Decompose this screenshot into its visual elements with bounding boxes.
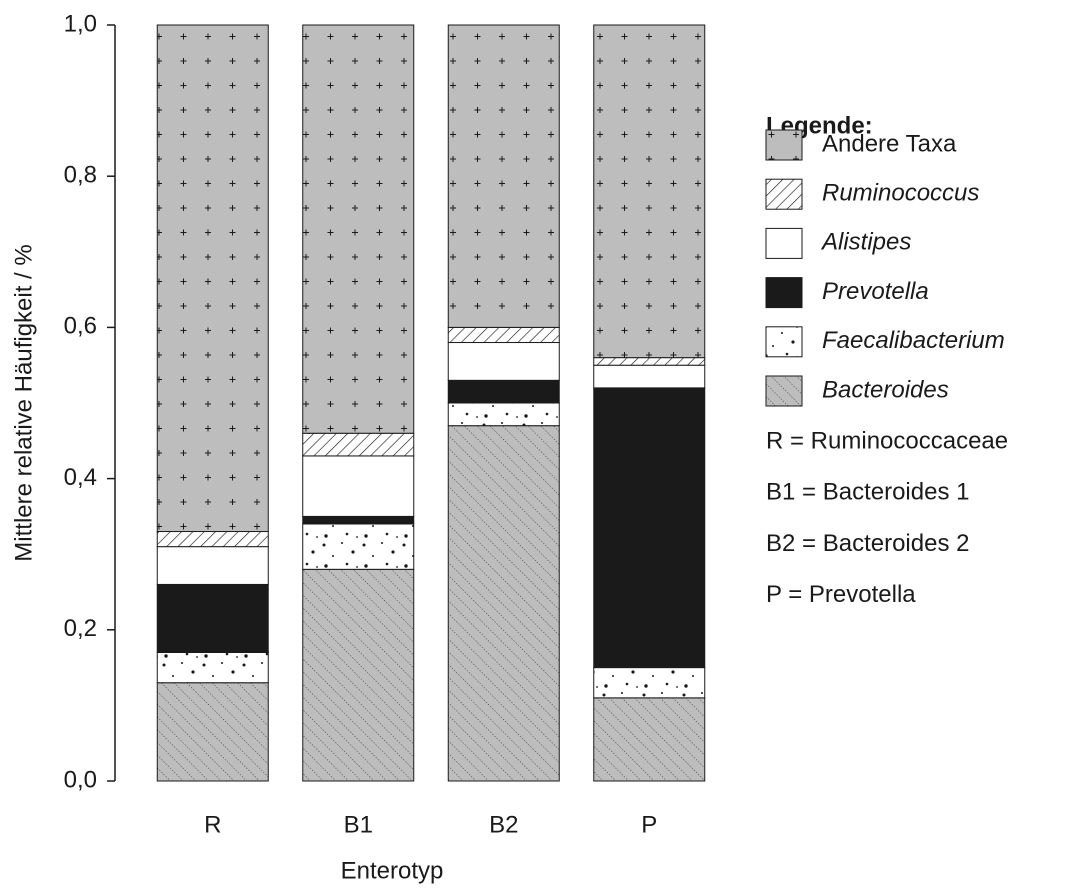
legend-swatch	[765, 227, 803, 259]
bar-segment	[302, 515, 415, 525]
bar-segment	[302, 455, 415, 517]
bar-segment	[593, 357, 706, 366]
bar-segment	[447, 402, 560, 427]
legend-swatch	[765, 178, 803, 210]
legend-label: Ruminococcus	[822, 180, 979, 207]
x-tick-label: B2	[489, 811, 518, 838]
y-tick-label: 0,8	[64, 162, 97, 189]
legend-label: Alistipes	[820, 229, 911, 256]
bar-segment	[593, 387, 706, 669]
bar-segment	[447, 342, 560, 381]
legend-note: B1 = Bacteroides 1	[766, 479, 969, 506]
y-tick-label: 0,6	[64, 313, 97, 340]
legend-note: P = Prevotella	[766, 581, 916, 608]
bar-segment	[447, 379, 560, 404]
y-tick-label: 0,0	[64, 766, 97, 793]
y-tick-label: 0,2	[64, 615, 97, 642]
bar-segment	[593, 697, 706, 782]
bar-segment	[302, 24, 415, 434]
x-axis-label: Enterotyp	[341, 857, 444, 884]
bar-segment	[302, 568, 415, 782]
bar-segment	[156, 531, 269, 548]
bar-segment	[156, 546, 269, 585]
legend-swatch	[765, 277, 803, 309]
bar-segment	[593, 667, 706, 699]
bar-segment	[156, 651, 269, 684]
legend-label: Bacteroides	[822, 376, 949, 403]
legend-label: Prevotella	[822, 278, 929, 305]
bar-segment	[156, 24, 269, 533]
bar-segment	[593, 24, 706, 359]
bar-segment	[593, 364, 706, 389]
bar-segment	[447, 326, 560, 344]
legend-label: Faecalibacterium	[822, 327, 1005, 354]
x-tick-label: R	[204, 811, 221, 838]
legend-note: R = Ruminococcaceae	[766, 427, 1008, 454]
bar-segment	[302, 523, 415, 570]
legend-swatch	[765, 129, 803, 161]
legend-label: Andere Taxa	[822, 130, 957, 157]
bar-segment	[447, 425, 560, 782]
bar-segment	[156, 682, 269, 782]
bar-segment	[447, 24, 560, 328]
x-tick-label: B1	[344, 811, 373, 838]
bar-segment	[156, 583, 269, 653]
legend-note: B2 = Bacteroides 2	[766, 530, 969, 557]
legend-swatch	[765, 326, 803, 358]
y-tick-label: 1,0	[64, 10, 97, 37]
y-axis-label: Mittlere relative Häufigkeit / %	[10, 244, 37, 561]
bar-segment	[302, 432, 415, 457]
x-tick-label: P	[641, 811, 657, 838]
legend-swatch	[765, 375, 803, 407]
y-tick-label: 0,4	[64, 464, 97, 491]
